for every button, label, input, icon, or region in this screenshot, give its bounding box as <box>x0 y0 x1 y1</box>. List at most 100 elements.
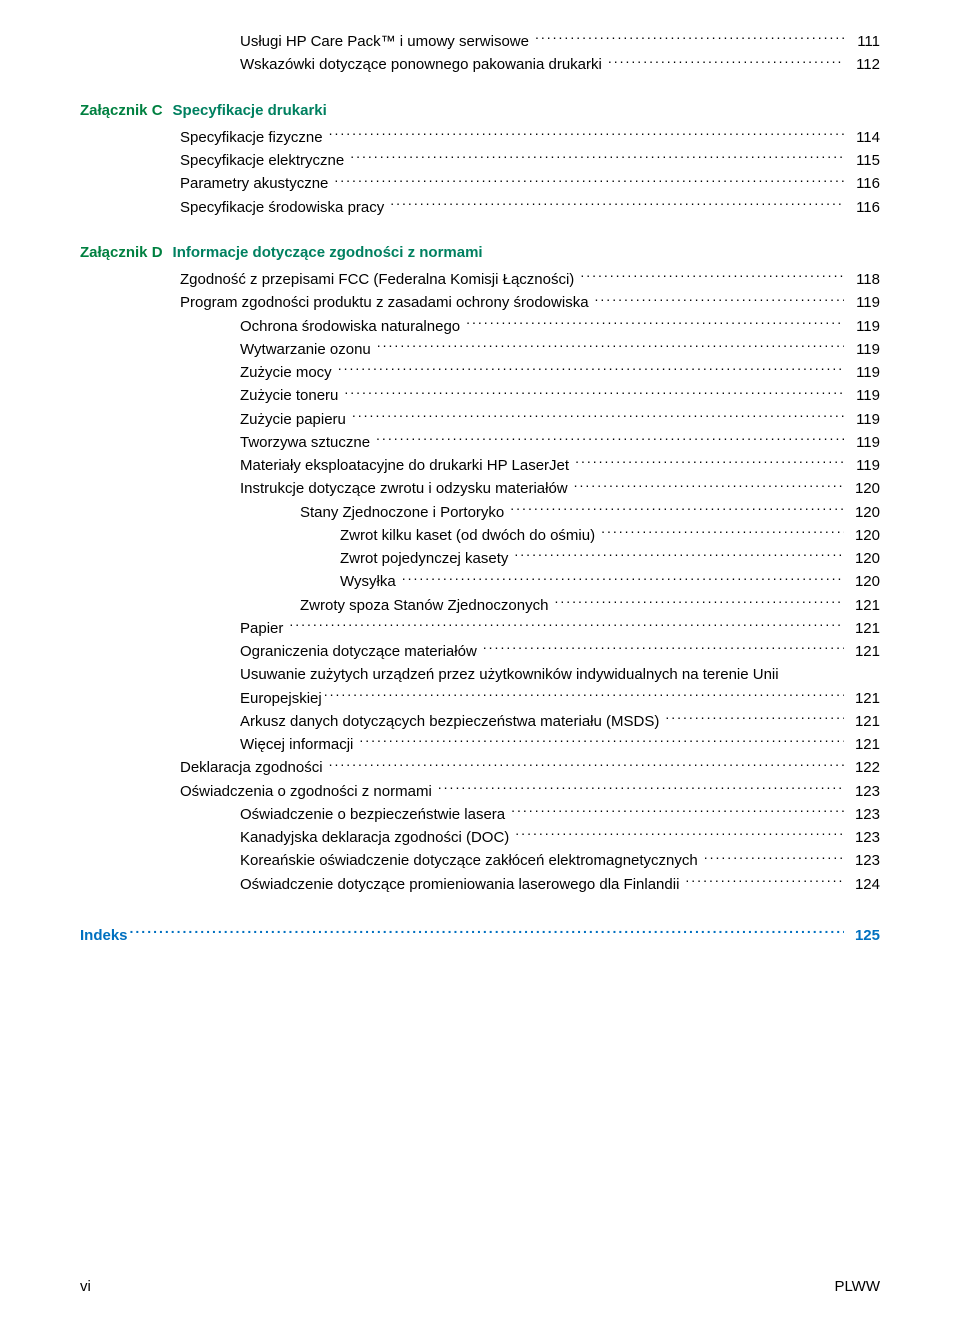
toc-block-appendix-d: Zgodność z przepisami FCC (Federalna Kom… <box>80 268 880 896</box>
toc-page-number: 123 <box>846 849 880 872</box>
leader-dots <box>483 641 844 656</box>
toc-label: Usuwanie zużytych urządzeń przez użytkow… <box>240 663 880 686</box>
leader-dots <box>575 455 844 470</box>
toc-entry[interactable]: Ograniczenia dotyczące materiałów121 <box>80 640 880 663</box>
leader-dots <box>324 688 844 703</box>
toc-label: Kanadyjska deklaracja zgodności (DOC) <box>240 826 509 849</box>
page-footer: vi PLWW <box>80 1275 880 1298</box>
leader-dots <box>685 874 844 889</box>
toc-page-number: 121 <box>846 640 880 663</box>
toc-label: Deklaracja zgodności <box>180 756 323 779</box>
toc-page-number: 120 <box>846 547 880 570</box>
toc-entry[interactable]: Oświadczenie dotyczące promieniowania la… <box>80 873 880 896</box>
toc-page-number: 123 <box>846 780 880 803</box>
toc-entry[interactable]: Oświadczenie o bezpieczeństwie lasera123 <box>80 803 880 826</box>
toc-label: Specyfikacje fizyczne <box>180 126 323 149</box>
toc-entry[interactable]: Specyfikacje elektryczne115 <box>80 149 880 172</box>
toc-entry[interactable]: Zwrot pojedynczej kasety 120 <box>80 547 880 570</box>
appendix-c-prefix: Załącznik C <box>80 99 163 122</box>
toc-entry[interactable]: Więcej informacji 121 <box>80 733 880 756</box>
toc-page-number: 119 <box>846 315 880 338</box>
toc-label: Materiały eksploatacyjne do drukarki HP … <box>240 454 569 477</box>
leader-dots <box>510 502 844 517</box>
toc-label: Program zgodności produktu z zasadami oc… <box>180 291 589 314</box>
toc-entry[interactable]: Tworzywa sztuczne119 <box>80 431 880 454</box>
leader-dots <box>511 804 844 819</box>
toc-entry[interactable]: Ochrona środowiska naturalnego 119 <box>80 315 880 338</box>
toc-page-number: 123 <box>846 803 880 826</box>
appendix-d-heading: Załącznik D Informacje dotyczące zgodnoś… <box>80 241 880 264</box>
toc-label: Więcej informacji <box>240 733 353 756</box>
toc-label: Zużycie papieru <box>240 408 346 431</box>
leader-dots <box>665 711 844 726</box>
appendix-c-title: Specyfikacje drukarki <box>173 99 327 122</box>
index-entry[interactable]: Indeks 125 <box>80 924 880 947</box>
toc-page-number: 121 <box>846 594 880 617</box>
leader-dots <box>595 292 844 307</box>
toc-entry[interactable]: Zużycie mocy 119 <box>80 361 880 384</box>
toc-entry[interactable]: Deklaracja zgodności 122 <box>80 756 880 779</box>
toc-page-number: 119 <box>846 361 880 384</box>
leader-dots <box>344 385 844 400</box>
toc-entry[interactable]: Arkusz danych dotyczących bezpieczeństwa… <box>80 710 880 733</box>
toc-page-number: 119 <box>846 454 880 477</box>
appendix-d-prefix: Załącznik D <box>80 241 163 264</box>
toc-label: Koreańskie oświadczenie dotyczące zakłóc… <box>240 849 698 872</box>
toc-page-number: 119 <box>846 291 880 314</box>
toc-entry[interactable]: Specyfikacje środowiska pracy116 <box>80 196 880 219</box>
toc-entry[interactable]: Wytwarzanie ozonu119 <box>80 338 880 361</box>
toc-entry[interactable]: Wysyłka120 <box>80 570 880 593</box>
toc-entry[interactable]: Stany Zjednoczone i Portoryko120 <box>80 501 880 524</box>
toc-label: Specyfikacje elektryczne <box>180 149 344 172</box>
leader-dots <box>289 618 844 633</box>
toc-label: Zwrot pojedynczej kasety <box>340 547 508 570</box>
toc-entry[interactable]: Instrukcje dotyczące zwrotu i odzysku ma… <box>80 477 880 500</box>
toc-entry[interactable]: Koreańskie oświadczenie dotyczące zakłóc… <box>80 849 880 872</box>
toc-entry[interactable]: Usługi HP Care Pack™ i umowy serwisowe11… <box>80 30 880 53</box>
leader-dots <box>608 54 844 69</box>
toc-entry[interactable]: Zgodność z przepisami FCC (Federalna Kom… <box>80 268 880 291</box>
leader-dots <box>390 197 844 212</box>
appendix-d-title: Informacje dotyczące zgodności z normami <box>173 241 483 264</box>
leader-dots <box>554 595 844 610</box>
leader-dots <box>574 478 844 493</box>
toc-entry[interactable]: Zwroty spoza Stanów Zjednoczonych 121 <box>80 594 880 617</box>
toc-page-number: 122 <box>846 756 880 779</box>
toc-label: Oświadczenie dotyczące promieniowania la… <box>240 873 679 896</box>
toc-label: Zwroty spoza Stanów Zjednoczonych <box>300 594 548 617</box>
toc-page-number: 121 <box>846 710 880 733</box>
leader-dots <box>535 31 844 46</box>
toc-label: Zużycie toneru <box>240 384 338 407</box>
toc-page-number: 121 <box>846 733 880 756</box>
toc-page-number: 118 <box>846 268 880 291</box>
leader-dots <box>350 150 844 165</box>
toc-entry[interactable]: Parametry akustyczne116 <box>80 172 880 195</box>
toc-label: Wytwarzanie ozonu <box>240 338 371 361</box>
toc-entry[interactable]: Kanadyjska deklaracja zgodności (DOC) 123 <box>80 826 880 849</box>
toc-label: Wysyłka <box>340 570 396 593</box>
toc-entry[interactable]: Zużycie toneru119 <box>80 384 880 407</box>
toc-page-number: 112 <box>846 53 880 76</box>
toc-entry[interactable]: Zwrot kilku kaset (od dwóch do ośmiu)120 <box>80 524 880 547</box>
leader-dots <box>376 432 844 447</box>
toc-label: Instrukcje dotyczące zwrotu i odzysku ma… <box>240 477 568 500</box>
toc-label: Zużycie mocy <box>240 361 332 384</box>
toc-entry[interactable]: Usuwanie zużytych urządzeń przez użytkow… <box>80 663 880 710</box>
toc-entry[interactable]: Wskazówki dotyczące ponownego pakowania … <box>80 53 880 76</box>
toc-label: Ochrona środowiska naturalnego <box>240 315 460 338</box>
toc-page-number: 124 <box>846 873 880 896</box>
toc-label: Wskazówki dotyczące ponownego pakowania … <box>240 53 602 76</box>
toc-entry[interactable]: Materiały eksploatacyjne do drukarki HP … <box>80 454 880 477</box>
toc-entry[interactable]: Papier121 <box>80 617 880 640</box>
toc-page-number: 123 <box>846 826 880 849</box>
toc-page-number: 120 <box>846 477 880 500</box>
toc-entry[interactable]: Oświadczenia o zgodności z normami123 <box>80 780 880 803</box>
footer-page-number: vi <box>80 1275 91 1298</box>
toc-entry[interactable]: Program zgodności produktu z zasadami oc… <box>80 291 880 314</box>
leader-dots <box>580 269 844 284</box>
leader-dots <box>352 409 844 424</box>
footer-locale: PLWW <box>834 1275 880 1298</box>
toc-entry[interactable]: Zużycie papieru119 <box>80 408 880 431</box>
toc-entry[interactable]: Specyfikacje fizyczne114 <box>80 126 880 149</box>
appendix-c-heading: Załącznik C Specyfikacje drukarki <box>80 99 880 122</box>
